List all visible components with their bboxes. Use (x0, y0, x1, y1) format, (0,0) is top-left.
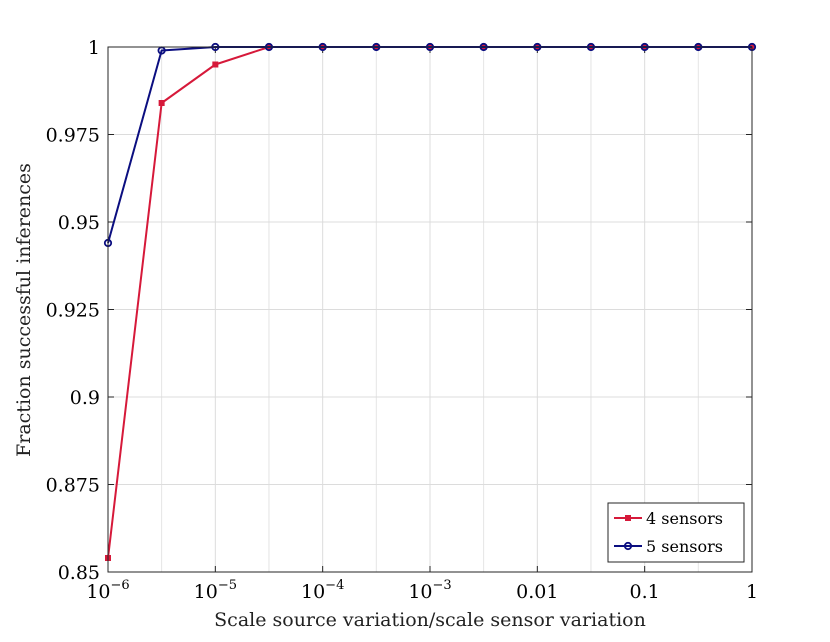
x-tick-label: 10−3 (408, 578, 451, 603)
legend-label-4-sensors: 4 sensors (646, 509, 723, 528)
y-tick-label: 0.925 (46, 300, 100, 322)
x-axis-title: Scale source variation/scale sensor vari… (214, 609, 646, 631)
legend-marker-4-sensors (625, 515, 631, 521)
y-tick-label: 0.975 (46, 125, 100, 147)
x-tick-label: 10−4 (301, 578, 344, 603)
y-tick-label: 0.85 (58, 562, 100, 584)
y-tick-label: 1 (88, 37, 100, 59)
y-tick-label: 0.95 (58, 212, 100, 234)
tick-labels: 10−6 10−5 10−4 10−3 0.01 0.1 1 0.85 0.875 0.9 0.92… (46, 37, 758, 603)
legend: 4 sensors 5 sensors (607, 502, 745, 563)
y-tick-label: 0.9 (70, 387, 100, 409)
x-tick-label: 0.1 (630, 581, 660, 603)
data-point-4-sensors (212, 61, 219, 68)
x-tick-label: 1 (746, 581, 758, 603)
legend-box (607, 502, 745, 563)
y-tick-label: 0.875 (46, 475, 100, 497)
plot-frame (107, 46, 753, 573)
legend-marker-5-sensors (623, 541, 633, 551)
x-tick-label: 10−6 (86, 578, 129, 603)
x-tick-label: 0.01 (516, 581, 558, 603)
x-tick-label: 10−5 (194, 578, 237, 603)
legend-label-5-sensors: 5 sensors (646, 537, 723, 556)
y-axis-title: Fraction successful inferences (13, 163, 35, 457)
data-point-4-sensors (158, 100, 165, 106)
